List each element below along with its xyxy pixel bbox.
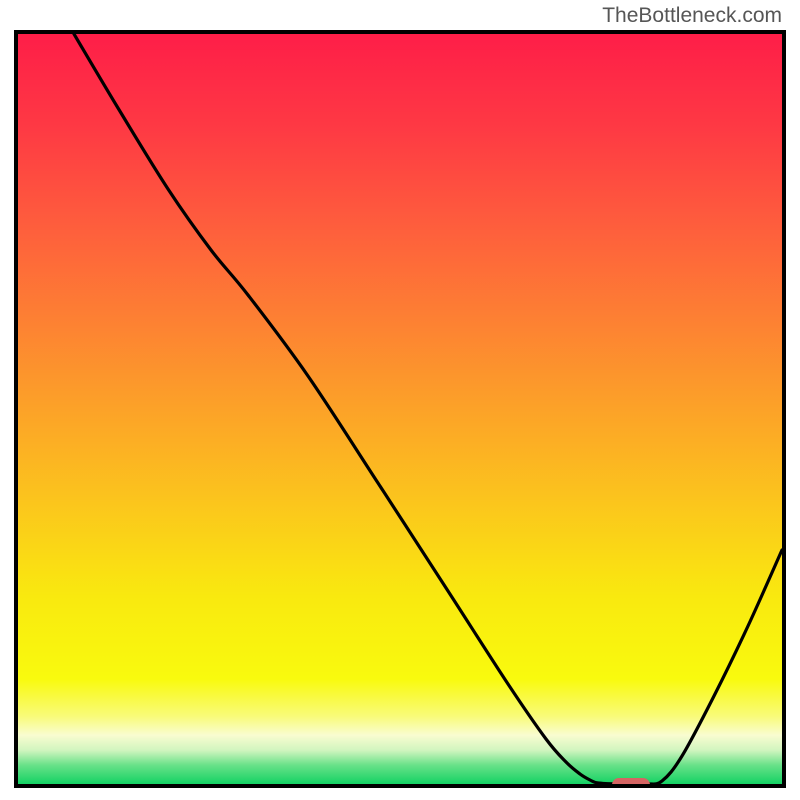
bottleneck-curve [18,34,782,784]
optimal-marker [612,778,650,788]
chart-frame [14,30,786,788]
watermark-text: TheBottleneck.com [602,4,782,28]
